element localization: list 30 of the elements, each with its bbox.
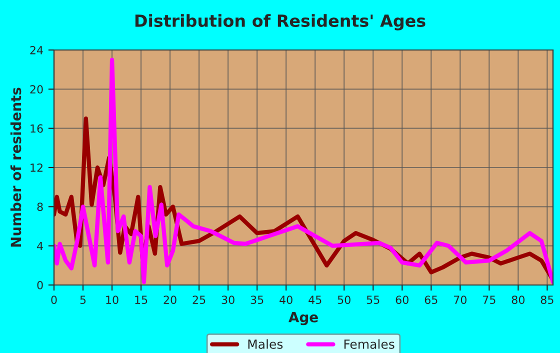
x-axis-title: Age xyxy=(288,312,318,326)
y-tick-label: 20 xyxy=(30,85,43,94)
x-tick-label: 10 xyxy=(106,296,118,304)
x-tick-label: 30 xyxy=(222,296,234,304)
x-tick-label: 65 xyxy=(424,296,438,304)
x-tick-label: 45 xyxy=(308,296,322,304)
y-tick-label: 12 xyxy=(30,163,42,172)
x-tick-label: 85 xyxy=(540,296,554,304)
x-tick-label: 15 xyxy=(135,296,148,304)
x-tick-label: 20 xyxy=(164,296,176,304)
legend-label: Males xyxy=(248,339,283,349)
x-tick-label: 0 xyxy=(51,296,57,304)
x-tick-label: 40 xyxy=(280,296,292,304)
chart-title: Distribution of Residents' Ages xyxy=(135,14,426,30)
x-tick-label: 60 xyxy=(396,296,408,304)
y-tick-label: 0 xyxy=(37,280,43,290)
y-tick-label: 8 xyxy=(37,202,43,212)
x-tick-label: 70 xyxy=(454,296,466,304)
x-tick-label: 25 xyxy=(192,296,206,304)
x-tick-label: 35 xyxy=(250,296,264,304)
x-tick-label: 75 xyxy=(483,296,496,304)
legend-label: Females xyxy=(344,339,394,349)
x-tick-label: 50 xyxy=(338,296,350,304)
y-tick-label: 24 xyxy=(30,46,43,54)
x-tick-label: 55 xyxy=(366,296,380,304)
x-tick-label: 80 xyxy=(512,296,525,304)
x-tick-label: 5 xyxy=(80,296,86,304)
y-tick-label: 16 xyxy=(30,124,43,133)
y-tick-label: 4 xyxy=(37,242,43,250)
y-axis-title: Number of residents xyxy=(10,88,22,247)
